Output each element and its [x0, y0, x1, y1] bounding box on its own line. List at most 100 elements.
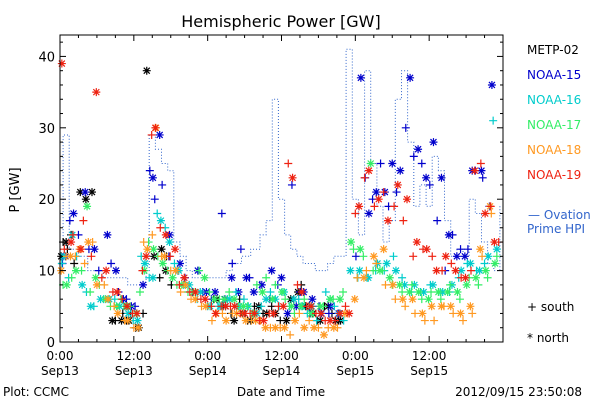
noaa-19-north-point [412, 238, 421, 247]
noaa-17-south-point [369, 266, 378, 275]
noaa-17-south-point [436, 295, 445, 304]
noaa-15-north-point [175, 259, 184, 268]
noaa-19-north-point [180, 273, 189, 282]
noaa-18-south-point [459, 316, 468, 325]
noaa-17-south-point [339, 288, 348, 297]
noaa-17-south-point [281, 295, 290, 304]
noaa-19-south-point [284, 159, 293, 168]
noaa-16-south-point [57, 259, 66, 268]
noaa-15-north-point [477, 166, 486, 175]
noaa-19-north-point [142, 252, 151, 261]
noaa-16-south-point [257, 302, 266, 311]
noaa-16-north-point [419, 288, 428, 297]
noaa-15-north-point [452, 252, 461, 261]
noaa-15-north-point [292, 302, 301, 311]
noaa-17-north-point [356, 245, 365, 254]
noaa-16-north-point [96, 295, 105, 304]
noaa-17-north-point [316, 302, 325, 311]
noaa-19-north-point [230, 302, 239, 311]
noaa-15-north-point [155, 130, 164, 139]
noaa-18-north-point [103, 295, 112, 304]
x-tick-date: Sep15 [336, 364, 374, 378]
metp-02-north-point [282, 316, 291, 325]
metp-02-north-point [81, 195, 90, 204]
noaa-17-north-point [462, 280, 471, 289]
noaa-15-south-point [158, 180, 167, 189]
noaa-15-north-point [487, 80, 496, 89]
noaa-16-south-point [153, 209, 162, 218]
noaa-15-north-point [308, 295, 317, 304]
noaa-15-north-point [103, 230, 112, 239]
noaa-19-south-point [409, 252, 418, 261]
noaa-18-south-point [100, 280, 109, 289]
noaa-18-north-point [222, 316, 231, 325]
noaa-19-south-point [175, 280, 184, 289]
noaa-18-south-point [401, 302, 410, 311]
noaa-19-north-point [113, 288, 122, 297]
noaa-15-south-point [107, 259, 116, 268]
noaa-16-south-point [339, 316, 348, 325]
noaa-15-south-point [94, 266, 103, 275]
noaa-18-south-point [207, 316, 216, 325]
legend-north: * north [527, 331, 569, 345]
noaa-16-south-point [312, 316, 321, 325]
noaa-19-north-point [403, 195, 412, 204]
noaa-18-north-point [191, 295, 200, 304]
noaa-18-south-point [430, 316, 439, 325]
noaa-15-south-point [478, 173, 487, 182]
noaa-19-north-point [307, 302, 316, 311]
noaa-19-south-point [399, 216, 408, 225]
noaa-18-north-point [143, 245, 152, 254]
noaa-15-north-point [242, 273, 251, 282]
noaa-19-south-point [390, 202, 399, 211]
noaa-18-north-point [476, 245, 485, 254]
noaa-15-south-point [217, 209, 226, 218]
noaa-17-north-point [471, 273, 480, 282]
noaa-16-north-point [475, 266, 484, 275]
noaa-18-north-point [171, 266, 180, 275]
noaa-17-south-point [300, 295, 309, 304]
noaa-15-north-point [257, 280, 266, 289]
noaa-15-north-point [69, 209, 78, 218]
noaa-18-north-point [418, 309, 427, 318]
noaa-16-north-point [78, 280, 87, 289]
noaa-15-north-point [283, 309, 292, 318]
noaa-19-north-point [335, 309, 344, 318]
noaa-18-north-point [359, 273, 368, 282]
noaa-18-north-point [113, 309, 122, 318]
noaa-19-north-point [490, 238, 499, 247]
noaa-15-south-point [425, 180, 434, 189]
noaa-19-north-point [240, 309, 249, 318]
noaa-15-south-point [228, 259, 237, 268]
noaa-17-south-point [474, 280, 483, 289]
noaa-18-north-point [300, 323, 309, 332]
noaa-18-north-point [388, 280, 397, 289]
noaa-16-north-point [364, 273, 373, 282]
noaa-17-north-point [405, 288, 414, 297]
legend-series: NOAA-15 NOAA-16 NOAA-17 NOAA-18 NOAA-19 [527, 68, 581, 182]
noaa-17-south-point [195, 266, 204, 275]
noaa-18-south-point [449, 309, 458, 318]
noaa-19-north-point [221, 302, 230, 311]
noaa-16-north-point [428, 280, 437, 289]
noaa-19-south-point [166, 252, 175, 261]
metp-02-south-point [267, 302, 276, 311]
noaa-18-north-point [466, 302, 475, 311]
noaa-18-north-point [160, 252, 169, 261]
noaa-15-south-point [287, 180, 296, 189]
noaa-16-north-point [492, 245, 501, 254]
noaa-15-north-point [356, 73, 365, 82]
noaa-18-south-point [148, 230, 157, 239]
noaa-17-north-point [307, 309, 316, 318]
y-tick-label: 20 [38, 193, 55, 208]
noaa-15-south-point [351, 252, 360, 261]
noaa-16-north-point [457, 266, 466, 275]
legend-title: METP-02 [527, 43, 579, 57]
ovation-hpi-line [60, 48, 501, 286]
noaa-17-south-point [205, 288, 214, 297]
noaa-15-south-point [417, 159, 426, 168]
noaa-17-north-point [62, 280, 71, 289]
noaa-18-south-point [139, 238, 148, 247]
noaa-16-north-point [400, 280, 409, 289]
noaa-15-south-point [433, 216, 442, 225]
